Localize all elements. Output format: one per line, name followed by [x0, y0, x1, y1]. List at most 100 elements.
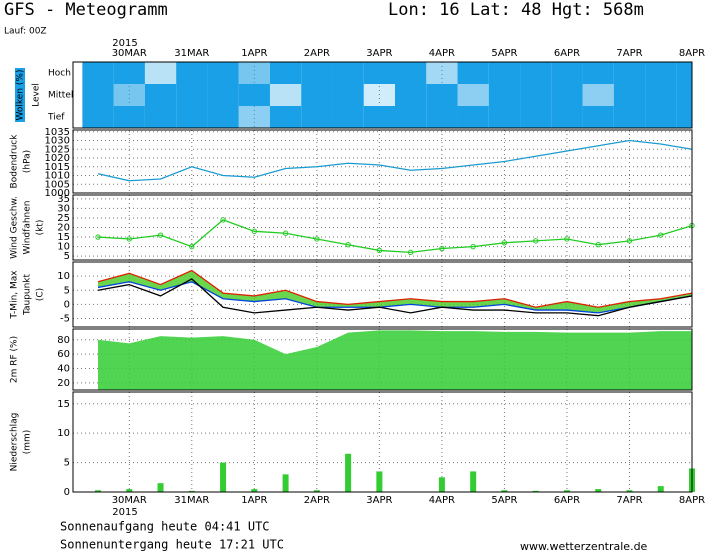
bar: [157, 483, 164, 492]
cloud-cell: [645, 84, 677, 106]
cloud-cell: [301, 84, 333, 106]
y-axis-label: (C): [36, 288, 46, 301]
y-tick-label: 5: [64, 251, 70, 262]
x-tick-label: 2APR: [304, 48, 330, 59]
y-tick-label: 10: [57, 271, 70, 282]
x-tick-label: 5APR: [491, 495, 517, 506]
y-tick-label: 1010: [45, 171, 70, 182]
cloud-cell: [82, 62, 114, 84]
y-tick-label: 10: [57, 242, 70, 253]
bar: [501, 490, 508, 492]
temp-range: [98, 270, 692, 313]
bar: [282, 474, 289, 492]
cloud-cell: [332, 106, 364, 128]
x-tick-label: 3APR: [366, 495, 392, 506]
level-label: Mittel: [48, 91, 73, 101]
bar: [251, 489, 258, 492]
cloud-cell: [363, 62, 396, 84]
cloud-cell: [395, 106, 427, 128]
panel: -5 0 5 10: [57, 261, 693, 328]
cloud-cell: [176, 106, 208, 128]
x-tick-label: 2APR: [304, 495, 330, 506]
y-tick-label: 1000: [45, 188, 70, 199]
cloud-cell: [488, 62, 521, 84]
cloud-cell: [520, 62, 552, 84]
point: [251, 228, 258, 235]
year: 2015: [112, 507, 137, 518]
bar: [657, 486, 664, 492]
clip-right: [692, 62, 705, 128]
cloud-cell: [363, 84, 396, 106]
y-tick-label: -5: [60, 314, 70, 325]
cloud-cell: [613, 106, 646, 128]
line: [97, 278, 693, 317]
cloud-cell: [645, 106, 677, 128]
panel: Hoch Mittel Tief: [0, 61, 705, 129]
y-tick-label: 25: [57, 213, 70, 224]
cloud-cell: [332, 62, 364, 84]
sunrise: Sonnenaufgang heute 04:41 UTC: [60, 520, 270, 534]
cloud-cell: [301, 62, 333, 84]
cloud-cell: [176, 62, 208, 84]
y-tick-label: 80: [57, 335, 70, 346]
y-tick-label: 30: [57, 203, 70, 214]
point: [595, 242, 601, 248]
x-tick-label: 6APR: [554, 495, 580, 506]
point: [376, 247, 383, 254]
y-tick-label: 15: [57, 399, 70, 410]
y-tick-label: 20: [57, 378, 70, 389]
y-axis-label: T-Min, Max: [10, 270, 20, 320]
y-tick-label: 1025: [45, 144, 70, 155]
bar: [626, 490, 633, 492]
x-tick-label: 4APR: [429, 495, 455, 506]
level-label: Tief: [47, 113, 65, 123]
label-box: [15, 68, 25, 122]
line: [97, 281, 693, 314]
cloud-cell: [645, 62, 677, 84]
y-axis-label: Wind Geschw.: [10, 196, 20, 259]
y-tick-label: 1030: [45, 136, 70, 147]
frame: [72, 328, 693, 391]
location: Lon: 16 Lat: 48 Hgt: 568m: [388, 0, 644, 20]
x-tick-label: 8APR: [679, 495, 705, 506]
point: [564, 236, 570, 242]
y-tick-label: 1005: [45, 179, 70, 190]
cloud-cell: [113, 62, 145, 84]
level-label: Hoch: [48, 69, 71, 79]
point: [95, 234, 101, 240]
frame: [72, 61, 693, 129]
cloud-cell: [488, 84, 521, 106]
cloud-cell: [395, 84, 427, 106]
bar: [345, 453, 352, 492]
x-tick-label: 4APR: [429, 48, 455, 59]
cloud-cell: [488, 106, 521, 128]
point: [626, 238, 633, 244]
cloud-cell: [363, 106, 396, 128]
bar: [313, 490, 320, 492]
point: [189, 243, 195, 250]
y-tick-label: 60: [57, 349, 70, 360]
x-tick-label: 31MAR: [174, 48, 209, 59]
cloud-cell: [551, 62, 583, 84]
x-tick-label: 30MAR: [112, 48, 147, 59]
y-axis-label: (mm): [23, 430, 33, 455]
x-tick-label: 1APR: [241, 495, 267, 506]
x-tick-label: 3APR: [366, 48, 392, 59]
y-tick-label: 1035: [45, 127, 70, 138]
cloud-cell: [582, 84, 614, 106]
clip-left: [0, 62, 73, 128]
bar: [595, 489, 602, 492]
panel: 20 40 60 80: [57, 328, 693, 391]
cloud-cell: [207, 84, 239, 106]
bar: [376, 471, 383, 492]
x-tick-label: 7APR: [616, 48, 642, 59]
point: [314, 236, 320, 242]
cloud-cell: [207, 62, 239, 84]
panel: 0 5 10 15: [57, 391, 695, 498]
cloud-cell: [613, 62, 646, 84]
cloud-cell: [144, 84, 177, 106]
line: [97, 219, 693, 254]
